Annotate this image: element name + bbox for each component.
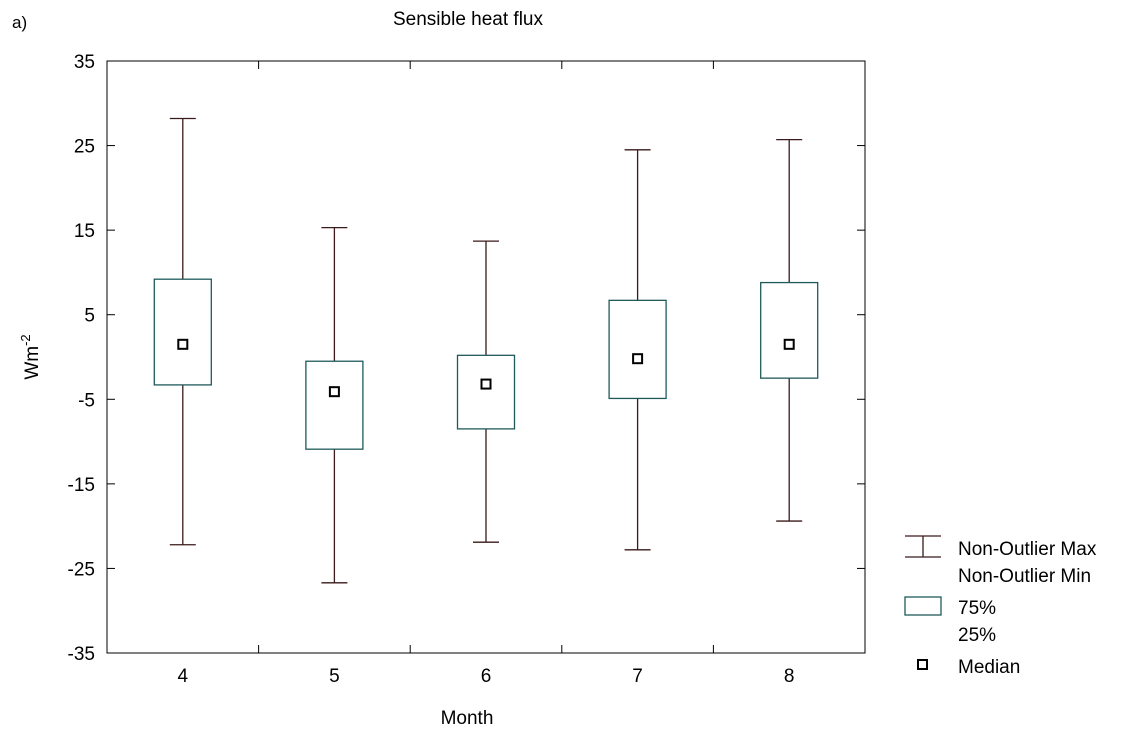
box-iqr [608,299,667,400]
legend-median: Median [958,657,1020,678]
box-iqr [760,281,819,379]
x-tick-label: 6 [481,666,492,687]
x-tick-label: 4 [178,666,189,687]
x-axis-label: Month [441,708,494,729]
median-marker [480,378,492,390]
legend-box-lower: 25% [958,625,996,646]
x-tick-label: 5 [329,666,340,687]
y-axis-label-exponent: -2 [18,334,33,346]
boxes [153,117,819,584]
legend-whisker-min: Non-Outlier Min [958,566,1091,587]
chart-title: Sensible heat flux [393,9,543,30]
legend-whisker-icon [905,535,941,558]
box-iqr [456,354,516,430]
x-tick-label: 7 [632,666,643,687]
legend-box-icon [904,596,942,616]
y-axis-label-base: Wm [22,346,43,380]
y-axis: 35 25 15 5 -5 -15 -25 -35 [68,52,865,665]
x-axis: 4 5 6 7 8 [178,61,795,687]
legend-median-icon [917,659,928,670]
box-month-7 [608,149,667,551]
box-month-4 [153,117,212,546]
box-iqr [153,278,212,386]
y-tick-label: 15 [74,221,95,242]
plot-area [106,60,866,654]
y-tick-label: -5 [78,390,95,411]
x-tick-label: 8 [784,666,795,687]
box-iqr [305,360,364,450]
svg-text:Wm-2: Wm-2 [18,334,43,379]
y-tick-label: 5 [84,306,95,327]
y-tick-label: -35 [68,644,95,665]
legend: Non-Outlier Max Non-Outlier Min 75% 25% … [904,535,1097,678]
y-tick-label: -15 [68,475,95,496]
median-marker [328,386,340,398]
box-month-8 [760,139,819,522]
median-marker [632,353,644,365]
y-tick-label: 35 [74,52,95,73]
median-marker [783,338,795,350]
y-tick-label: -25 [68,559,95,580]
legend-whisker-max: Non-Outlier Max [958,539,1097,560]
panel-label: a) [12,13,27,32]
legend-box-upper: 75% [958,598,996,619]
box-month-6 [456,240,516,543]
y-axis-label: Wm-2 [18,334,43,379]
y-tick-label: 25 [74,137,95,158]
box-month-5 [305,226,364,584]
median-marker [177,338,189,350]
